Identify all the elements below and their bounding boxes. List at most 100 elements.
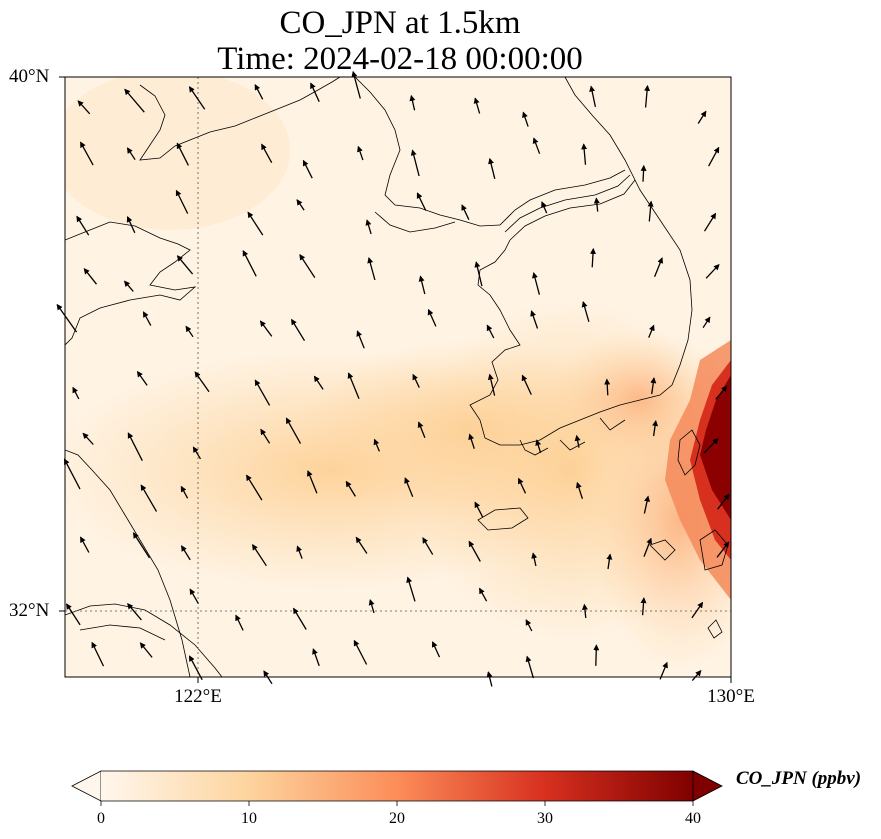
- wind-vector-arrow: [188, 655, 203, 681]
- wind-vector-arrow: [581, 603, 588, 619]
- wind-vector-arrow: [535, 439, 542, 453]
- wind-vector-arrow: [242, 250, 257, 277]
- wind-vector-arrow: [80, 141, 94, 166]
- wind-vector-arrow: [353, 639, 368, 665]
- wind-vector-arrow: [72, 386, 80, 400]
- wind-vector-arrow: [708, 146, 720, 167]
- wind-vector-arrow: [691, 601, 704, 619]
- wind-vector-arrow: [647, 200, 654, 222]
- wind-vector-arrow: [521, 374, 532, 395]
- wind-vector-arrow: [126, 147, 136, 161]
- wind-vector-arrow: [590, 247, 596, 268]
- wind-vector-arrow: [127, 603, 142, 621]
- wind-vector-arrow: [189, 588, 199, 605]
- wind-vector-arrow: [531, 552, 538, 567]
- wind-vector-arrow: [252, 543, 267, 567]
- wind-vector-arrow: [365, 219, 372, 235]
- wind-vector-arrow: [412, 373, 420, 388]
- wind-vector-arrow: [373, 438, 381, 452]
- lon-label-122e: 122°E: [174, 686, 222, 707]
- wind-vector-arrow: [468, 540, 481, 562]
- wind-vector-arrow: [63, 458, 81, 490]
- colorbar-tick-20: 20: [389, 810, 405, 827]
- wind-vector-arrow: [77, 100, 91, 115]
- wind-vector-arrow: [422, 537, 434, 555]
- lon-label-130e: 130°E: [707, 686, 755, 707]
- wind-vector-arrow: [180, 485, 189, 499]
- wind-vector-arrow: [530, 310, 539, 329]
- wind-vector-arrow: [140, 484, 158, 512]
- lat-label-40n: 40°N: [9, 66, 50, 87]
- wind-vector-arrow: [76, 215, 90, 236]
- wind-vector-arrow: [296, 199, 305, 211]
- wind-vector-arrow: [261, 143, 273, 164]
- wind-vector-arrow: [355, 536, 368, 554]
- colorbar-label: CO_JPN (ppbv): [736, 768, 862, 789]
- wind-vector-arrow: [123, 280, 134, 292]
- wind-vector-arrow: [581, 143, 588, 165]
- wind-vector-arrow: [468, 433, 475, 449]
- wind-vectors: [56, 70, 730, 687]
- wind-vector-arrow: [91, 641, 105, 667]
- wind-vector-arrow: [589, 85, 597, 108]
- wind-vector-arrow: [259, 320, 273, 337]
- wind-vector-arrow: [313, 375, 324, 390]
- wind-vector-arrow: [356, 330, 365, 349]
- colorbar-tick-0: 0: [97, 810, 105, 827]
- wind-vector-arrow: [716, 541, 730, 558]
- wind-vector-arrow: [132, 532, 151, 559]
- wind-vector-arrow: [404, 477, 414, 497]
- wind-vector-arrow: [235, 614, 244, 631]
- wind-vector-arrow: [518, 477, 527, 494]
- wind-vector-arrow: [650, 377, 657, 395]
- wind-vector-arrow: [176, 255, 194, 275]
- wind-vector-arrow: [643, 495, 650, 514]
- wind-vector-arrow: [345, 480, 356, 497]
- wind-vector-arrow: [644, 84, 651, 108]
- wind-vector-arrow: [368, 599, 375, 614]
- wind-vector-arrow: [574, 434, 581, 448]
- wind-vector-arrow: [474, 501, 484, 518]
- wind-vector-arrow: [606, 553, 613, 570]
- wind-vector-arrow: [291, 318, 306, 342]
- wind-vector-arrow: [194, 371, 210, 393]
- wind-vector-arrow: [127, 432, 143, 461]
- wind-vector-arrow: [653, 257, 664, 277]
- wind-vector-arrow: [525, 655, 535, 679]
- colorbar-max-extend: [692, 770, 723, 802]
- colorbar-min-extend: [71, 770, 102, 802]
- wind-vector-arrow: [525, 619, 533, 632]
- wind-vector-arrow: [299, 253, 316, 278]
- wind-vector-arrow: [640, 164, 647, 182]
- wind-vector-arrow: [246, 474, 263, 501]
- wind-vector-arrow: [296, 545, 303, 559]
- wind-vector-arrow: [124, 88, 145, 113]
- wind-vector-arrow: [80, 536, 90, 553]
- wind-vector-arrow: [176, 142, 189, 166]
- wind-vector-arrow: [302, 159, 313, 179]
- wind-vector-arrow: [703, 437, 719, 454]
- map-title-line-2: Time: 2024-02-18 00:00:00: [217, 41, 583, 77]
- wind-vector-arrow: [473, 97, 481, 114]
- wind-vector-arrow: [192, 446, 202, 460]
- colorbar-gradient: [101, 771, 693, 801]
- wind-vector-arrow: [418, 275, 426, 295]
- wind-vector-arrow: [604, 378, 611, 396]
- wind-vector-arrow: [479, 587, 488, 602]
- wind-vector-arrow: [486, 671, 493, 687]
- wind-vector-arrow: [427, 308, 437, 327]
- wind-vector-arrow: [431, 641, 441, 658]
- wind-vector-arrow: [474, 261, 483, 287]
- wind-vector-arrow: [532, 137, 541, 154]
- wind-vector-arrow: [260, 428, 271, 444]
- co-concentration-field: [65, 77, 731, 677]
- wind-vector-arrow: [461, 204, 470, 220]
- wind-vector-arrow: [254, 379, 271, 406]
- wind-vector-arrow: [593, 197, 600, 212]
- wind-vector-arrow: [139, 642, 153, 658]
- colorbar-tick-10: 10: [241, 810, 257, 827]
- wind-vector-arrow: [367, 257, 376, 281]
- wind-vector-arrow: [254, 84, 264, 100]
- wind-vector-arrow: [306, 470, 318, 494]
